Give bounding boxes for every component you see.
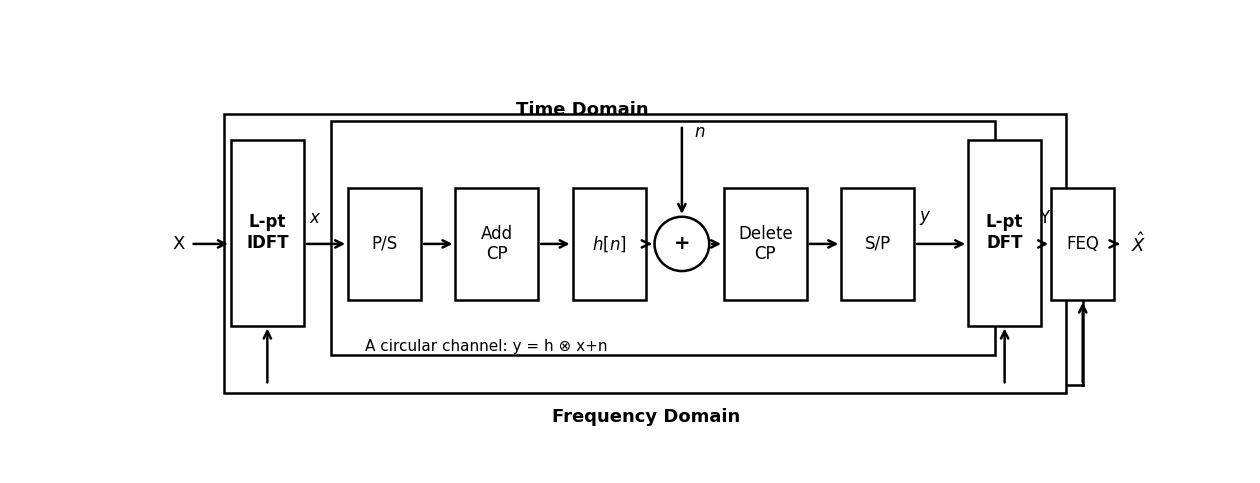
FancyBboxPatch shape	[842, 188, 915, 299]
Text: $y$: $y$	[919, 209, 931, 227]
FancyBboxPatch shape	[572, 188, 645, 299]
FancyBboxPatch shape	[968, 140, 1041, 326]
Text: Frequency Domain: Frequency Domain	[552, 408, 740, 426]
FancyBboxPatch shape	[331, 121, 995, 355]
Text: $n$: $n$	[693, 123, 706, 142]
Text: A circular channel: y = h ⊗ x+n: A circular channel: y = h ⊗ x+n	[364, 339, 607, 354]
Text: S/P: S/P	[864, 235, 891, 253]
Text: $\hat{X}$: $\hat{X}$	[1131, 232, 1147, 256]
FancyBboxPatch shape	[455, 188, 538, 299]
Text: X: X	[173, 235, 185, 253]
Ellipse shape	[654, 217, 709, 271]
FancyBboxPatch shape	[1051, 188, 1115, 299]
Text: $h[n]$: $h[n]$	[592, 234, 626, 254]
Text: L-pt
DFT: L-pt DFT	[985, 213, 1023, 252]
Text: P/S: P/S	[372, 235, 398, 253]
FancyBboxPatch shape	[224, 114, 1066, 393]
FancyBboxPatch shape	[348, 188, 421, 299]
Text: $x$: $x$	[310, 209, 321, 227]
Text: +: +	[674, 234, 690, 254]
Text: Delete
CP: Delete CP	[738, 225, 793, 263]
Text: FEQ: FEQ	[1066, 235, 1099, 253]
FancyBboxPatch shape	[723, 188, 806, 299]
Text: Add
CP: Add CP	[481, 225, 513, 263]
FancyBboxPatch shape	[231, 140, 304, 326]
Text: Y: Y	[1040, 209, 1050, 227]
Text: L-pt
IDFT: L-pt IDFT	[246, 213, 289, 252]
Text: Time Domain: Time Domain	[515, 101, 649, 119]
